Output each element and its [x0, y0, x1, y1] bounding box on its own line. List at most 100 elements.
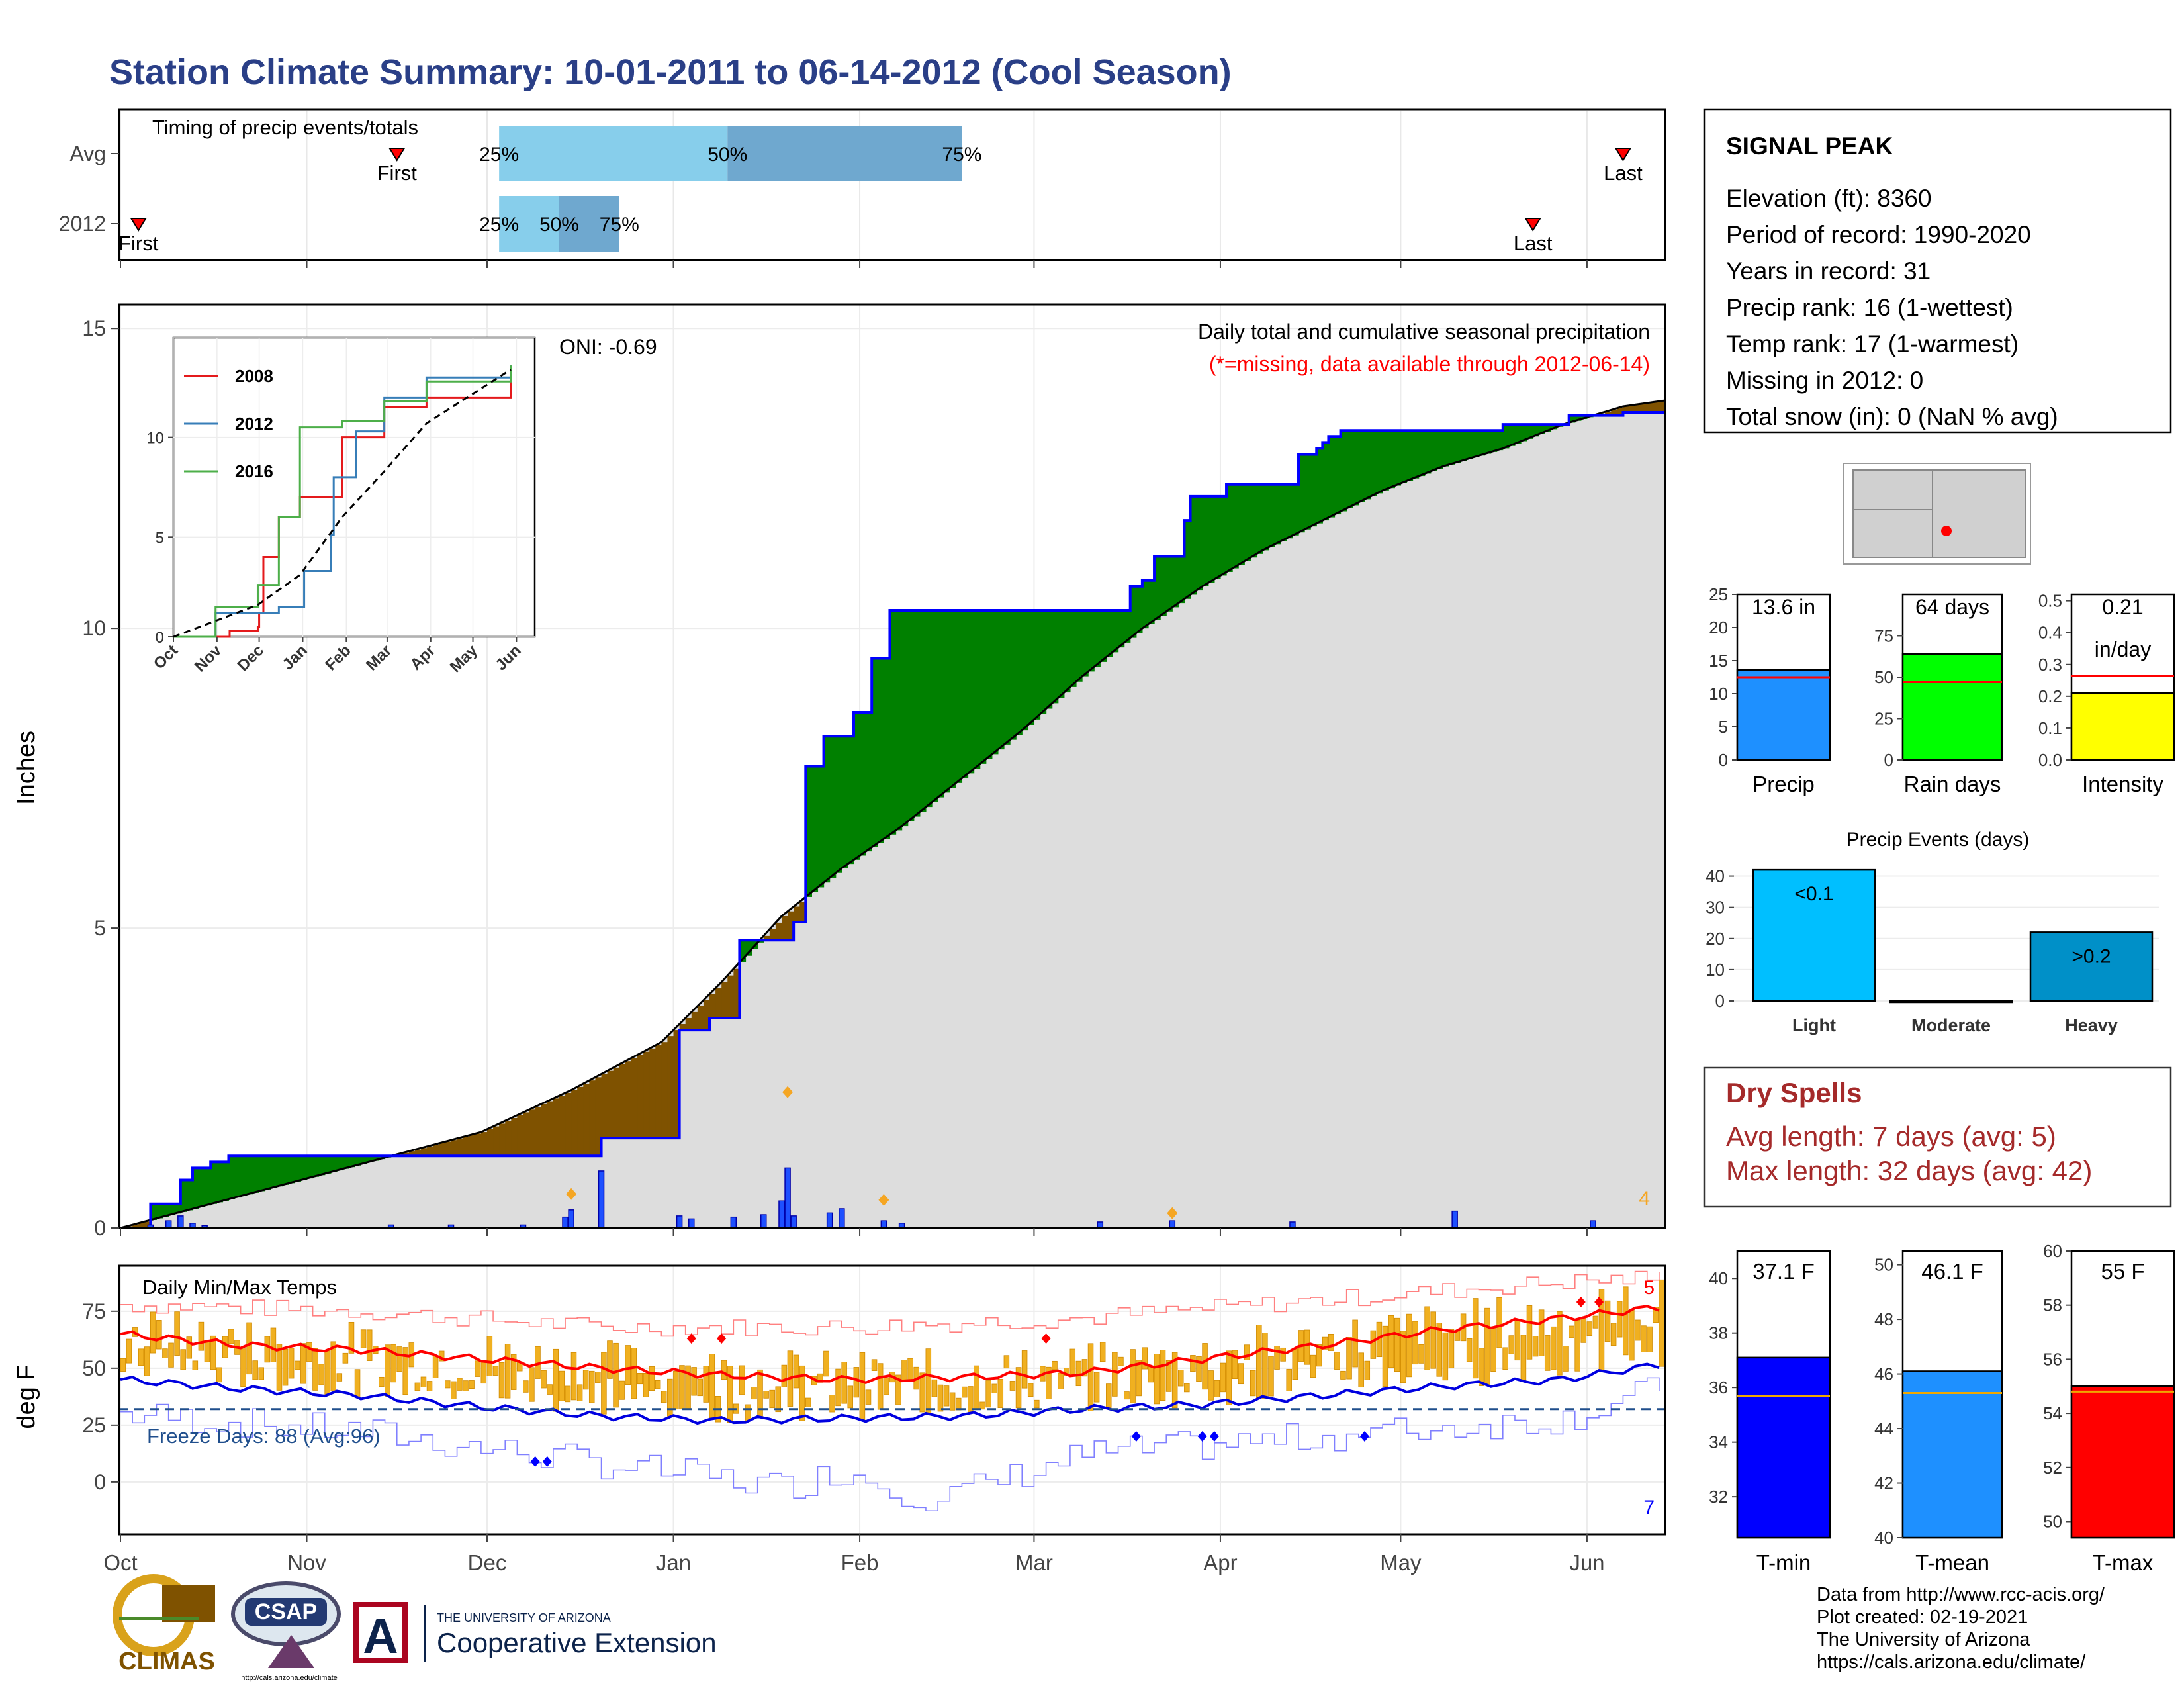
surplus-area [312, 1156, 320, 1177]
month-label: Jan [656, 1550, 691, 1575]
surplus-area [1016, 610, 1023, 735]
surplus-area [228, 1156, 236, 1199]
temp-bar-label: T-min [1756, 1550, 1811, 1575]
timing-bar-q2 [727, 126, 962, 181]
deficit-area [589, 1080, 596, 1156]
daily-temp-bar [576, 1384, 583, 1401]
daily-temp-bar [529, 1367, 535, 1402]
daily-temp-bar [420, 1376, 427, 1387]
daily-temp-bar [240, 1348, 246, 1387]
daily-temp-bar [414, 1382, 421, 1391]
summary-y-tick-label: 0.0 [2038, 750, 2062, 770]
surplus-area [168, 1203, 175, 1215]
events-y-tick-label: 0 [1715, 991, 1725, 1011]
daily-temp-bar [997, 1379, 1004, 1408]
daily-temp-bar [1058, 1372, 1064, 1389]
deficit-area [691, 1011, 698, 1031]
deficit-area [415, 1149, 422, 1156]
summary-y-tick-label: 0.3 [2038, 655, 2062, 675]
deficit-area [673, 1030, 680, 1139]
deficit-area [655, 1045, 662, 1139]
footer-credit-line: https://cals.arizona.edu/climate/ [1817, 1652, 2086, 1673]
daily-precip-bar [839, 1208, 845, 1229]
daily-temp-bar [457, 1378, 463, 1391]
daily-temp-bar [709, 1354, 715, 1419]
surplus-area [925, 610, 933, 808]
daily-temp-bar [745, 1404, 751, 1422]
deficit-area [486, 1129, 494, 1156]
temp-value-label: 46.1 F [1921, 1259, 1983, 1284]
record-low-marker [1197, 1431, 1207, 1442]
daily-temp-bar [1394, 1317, 1400, 1372]
daily-max-marker [878, 1194, 889, 1206]
record-low-marker [1209, 1431, 1219, 1442]
temp-bar-t-max [2070, 1385, 2175, 1539]
surplus-area [289, 1156, 295, 1184]
csap-logo-text: CSAP [255, 1599, 317, 1624]
daily-temp-bar [613, 1342, 619, 1408]
surplus-area [974, 610, 981, 769]
daily-temp-bar [595, 1372, 601, 1383]
station-info-line: Period of record: 1990-2020 [1726, 221, 2031, 248]
surplus-area [1394, 430, 1402, 486]
daily-temp-bar [120, 1358, 126, 1372]
daily-temp-bar [451, 1381, 457, 1399]
inset-y-tick-label: 5 [156, 529, 164, 547]
daily-temp-bar [469, 1380, 475, 1389]
surplus-area [1178, 556, 1185, 604]
surplus-area [1527, 424, 1533, 439]
dry-spells-frame [1703, 1066, 2172, 1208]
daily-temp-bar [1382, 1325, 1388, 1387]
station-info-line: Elevation (ft): 8360 [1726, 185, 1932, 212]
daily-precip-bar [784, 1167, 791, 1229]
location-map [1843, 463, 2031, 565]
daily-temp-bar [582, 1370, 589, 1390]
surplus-area [330, 1156, 338, 1172]
deficit-area [1653, 402, 1660, 413]
events-y-tick-label: 10 [1706, 960, 1725, 980]
deficit-area [613, 1067, 620, 1139]
daily-temp-bar [1009, 1381, 1016, 1391]
month-label: Mar [1015, 1550, 1053, 1575]
surplus-area [1461, 430, 1467, 461]
daily-temp-bar [1081, 1359, 1088, 1377]
daily-temp-bar [360, 1329, 367, 1348]
dry-spells-avg: Avg length: 7 days (avg: 5) [1726, 1121, 2056, 1152]
temp-y-tick-label: 25 [82, 1413, 106, 1437]
daily-precip-bar [880, 1220, 887, 1229]
daily-temp-bar [1250, 1370, 1256, 1397]
precip-panel: 0 5 10 15 Inches ONI: -0.69 Daily total and cu… [13, 303, 1666, 1240]
daily-temp-bar [1046, 1366, 1052, 1399]
station-info-line: Missing in 2012: 0 [1726, 367, 1923, 394]
deficit-area [733, 968, 741, 1018]
daily-temp-bar [475, 1360, 480, 1377]
daily-precip-bar [165, 1220, 172, 1229]
daily-precip-bar [562, 1216, 569, 1229]
record-high-marker [1594, 1297, 1604, 1308]
daily-temp-bar [1436, 1323, 1443, 1377]
daily-temp-bar [883, 1377, 889, 1395]
deficit-area [583, 1083, 590, 1156]
surplus-area [1377, 430, 1383, 494]
surplus-area [1088, 610, 1095, 672]
surplus-area [1496, 430, 1504, 451]
summary-bar-precip [1736, 669, 1831, 761]
daily-temp-bar [1496, 1297, 1502, 1348]
surplus-area [1124, 610, 1131, 643]
daily-temp-bar [859, 1352, 866, 1421]
surplus-area [1250, 484, 1257, 558]
deficit-area [547, 1101, 554, 1156]
deficit-area [788, 911, 794, 941]
daily-temp-bar [1244, 1344, 1250, 1360]
surplus-area [186, 1180, 193, 1211]
deficit-area [493, 1126, 500, 1156]
daily-temp-bar [1154, 1354, 1160, 1405]
average-cumulative-area [120, 400, 1665, 1228]
surplus-area [913, 610, 921, 817]
station-info-box: SIGNAL PEAK Elevation (ft): 8360 Period of… [1703, 108, 2172, 434]
summary-y-tick-label: 25 [1874, 709, 1893, 729]
deficit-area [643, 1051, 650, 1139]
daily-temp-bar [679, 1365, 685, 1409]
daily-temp-bar [1604, 1300, 1611, 1342]
surplus-area [884, 658, 891, 839]
